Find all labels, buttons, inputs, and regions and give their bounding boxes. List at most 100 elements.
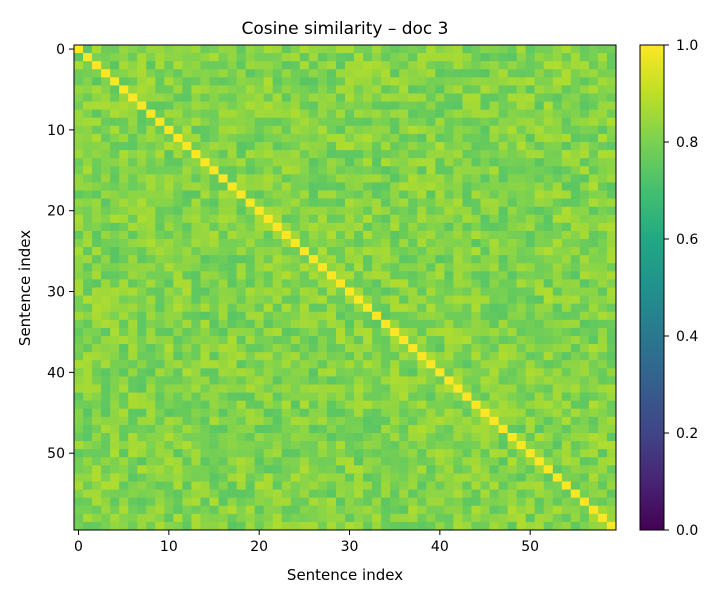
heatmap-cell (290, 166, 301, 175)
heatmap-cell (155, 142, 165, 151)
heatmap-cell (570, 384, 581, 393)
heatmap-cell (597, 255, 608, 264)
heatmap-cell (191, 255, 201, 264)
heatmap-cell (155, 239, 165, 248)
heatmap-cell (128, 400, 138, 410)
heatmap-cell (191, 368, 201, 377)
heatmap-cell (146, 376, 156, 385)
heatmap-cell (146, 53, 156, 62)
heatmap-cell (335, 133, 346, 143)
heatmap-cell (173, 505, 183, 515)
heatmap-cell (354, 117, 364, 127)
heatmap-cell (588, 53, 599, 62)
heatmap-cell (119, 327, 129, 337)
heatmap-cell (200, 319, 210, 329)
heatmap-cell (299, 311, 310, 321)
heatmap-cell (345, 287, 355, 296)
heatmap-cell (480, 174, 490, 183)
heatmap-cell (543, 61, 554, 70)
heatmap-cell (317, 206, 328, 216)
heatmap-cell (83, 85, 93, 94)
heatmap-cell (516, 101, 527, 111)
heatmap-cell (570, 416, 581, 426)
heatmap-cell (426, 198, 436, 208)
heatmap-cell (245, 158, 256, 167)
heatmap-cell (299, 53, 310, 62)
heatmap-cell (218, 521, 228, 531)
heatmap-cell (110, 295, 120, 305)
heatmap-cell (128, 416, 138, 426)
heatmap-cell (579, 125, 590, 135)
heatmap-cell (299, 77, 310, 86)
heatmap-cell (326, 214, 337, 224)
heatmap-cell (272, 158, 283, 167)
heatmap-cell (606, 166, 617, 175)
heatmap-cell (363, 255, 373, 264)
heatmap-cell (345, 376, 355, 385)
heatmap-cell (155, 319, 165, 329)
heatmap-cell (155, 497, 165, 507)
heatmap-cell (146, 174, 156, 183)
heatmap-cell (74, 473, 84, 482)
heatmap-cell (381, 45, 391, 54)
heatmap-cell (218, 230, 228, 240)
heatmap-cell (480, 166, 490, 175)
heatmap-cell (597, 287, 608, 296)
heatmap-cell (110, 142, 120, 151)
heatmap-cell (498, 336, 508, 345)
heatmap-cell (462, 384, 472, 393)
heatmap-cell (227, 287, 237, 296)
heatmap-cell (74, 222, 84, 232)
heatmap-cell (164, 117, 174, 127)
heatmap-cell (489, 416, 499, 426)
heatmap-cell (245, 457, 256, 466)
heatmap-cell (317, 344, 328, 353)
heatmap-cell (254, 295, 265, 305)
heatmap-cell (534, 424, 545, 434)
heatmap-cell (588, 222, 599, 232)
heatmap-cell (552, 182, 563, 191)
heatmap-cell (227, 53, 237, 62)
heatmap-cell (525, 263, 536, 272)
heatmap-cell (507, 384, 518, 393)
heatmap-cell (534, 497, 545, 507)
heatmap-cell (570, 433, 581, 442)
heatmap-cell (191, 441, 201, 450)
heatmap-cell (606, 513, 617, 523)
heatmap-cell (137, 368, 147, 377)
heatmap-cell (435, 489, 445, 499)
heatmap-cell (597, 376, 608, 385)
heatmap-cell (363, 497, 373, 507)
heatmap-cell (299, 400, 310, 410)
heatmap-cell (119, 505, 129, 515)
heatmap-cell (372, 263, 382, 272)
heatmap-cell (308, 295, 319, 305)
heatmap-cell (426, 424, 436, 434)
heatmap-cell (227, 190, 237, 199)
heatmap-cell (110, 336, 120, 345)
heatmap-cell (92, 222, 102, 232)
heatmap-cell (363, 489, 373, 499)
heatmap-cell (579, 287, 590, 296)
heatmap-cell (570, 489, 581, 499)
heatmap-cell (570, 101, 581, 111)
heatmap-cell (335, 230, 346, 240)
heatmap-cell (570, 481, 581, 490)
heatmap-cell (83, 400, 93, 410)
heatmap-cell (435, 85, 445, 94)
heatmap-cell (272, 376, 283, 385)
heatmap-cell (200, 158, 210, 167)
heatmap-cell (137, 303, 147, 313)
heatmap-cell (498, 400, 508, 410)
heatmap-cell (462, 368, 472, 377)
heatmap-cell (119, 441, 129, 450)
heatmap-cell (128, 336, 138, 345)
heatmap-cell (317, 521, 328, 531)
heatmap-cell (561, 327, 572, 337)
heatmap-cell (444, 513, 454, 523)
heatmap-cell (489, 101, 499, 111)
heatmap-cell (281, 505, 292, 515)
heatmap-cell (588, 384, 599, 393)
heatmap-cell (245, 311, 256, 321)
heatmap-cell (579, 255, 590, 264)
